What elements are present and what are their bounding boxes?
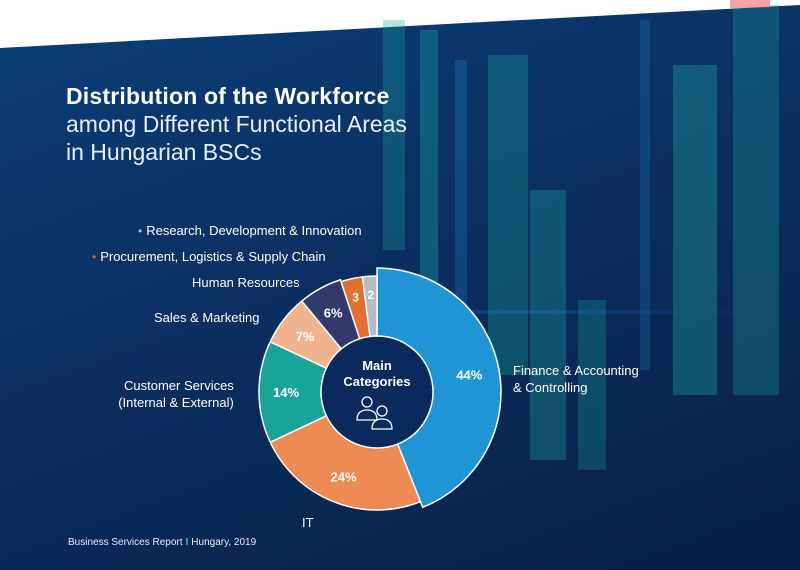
center-label-line-1: Main: [362, 358, 392, 373]
label-finance-line1: Finance & Accounting: [513, 363, 639, 378]
slice-label-rdi: 2: [368, 288, 375, 302]
label-finance: Finance & Accounting & Controlling: [513, 362, 639, 396]
footer-separator: I: [185, 537, 189, 548]
footer: Business Services Report I Hungary, 2019: [68, 537, 256, 548]
slice-finance: [376, 267, 502, 509]
title-line-3: in Hungarian BSCs: [66, 139, 262, 165]
slice-label-finance: 44%: [456, 367, 482, 382]
chart-title: Distribution of the Workforce among Diff…: [66, 82, 407, 166]
slice-it: [269, 414, 422, 511]
slice-label-sales: 7%: [296, 329, 315, 344]
slice-label-customer: 14%: [273, 385, 299, 400]
label-it: IT: [302, 515, 314, 530]
label-procurement: • Procurement, Logistics & Supply Chain: [92, 248, 326, 266]
slice-rdi: [361, 275, 378, 338]
center-label-line-2: Categories: [343, 374, 410, 389]
label-procurement-text: Procurement, Logistics & Supply Chain: [100, 249, 326, 264]
rdi-bullet: •: [138, 224, 143, 238]
title-line-1: Distribution of the Workforce: [66, 83, 390, 109]
footer-report: Business Services Report: [68, 537, 183, 548]
label-rdi-text: Research, Development & Innovation: [146, 223, 362, 238]
label-customer-line1: Customer Services: [124, 378, 234, 393]
donut-center: [322, 337, 432, 447]
label-customer: Customer Services (Internal & External): [116, 377, 234, 411]
title-line-2: among Different Functional Areas: [66, 111, 407, 137]
white-page-edge: [0, 0, 800, 48]
people-icon: [356, 396, 393, 430]
label-finance-line2: & Controlling: [513, 380, 588, 395]
label-customer-line2: (Internal & External): [118, 395, 234, 410]
label-sales: Sales & Marketing: [154, 310, 260, 325]
procurement-bullet: •: [92, 250, 97, 264]
label-rdi: • Research, Development & Innovation: [138, 222, 362, 240]
background-bars: [383, 0, 779, 470]
slice-label-it: 24%: [330, 470, 356, 485]
footer-location-year: Hungary, 2019: [191, 537, 257, 548]
slice-label-hr: 6%: [324, 305, 343, 320]
slice-label-procurement: 3: [352, 290, 359, 304]
label-hr: Human Resources: [192, 275, 300, 290]
